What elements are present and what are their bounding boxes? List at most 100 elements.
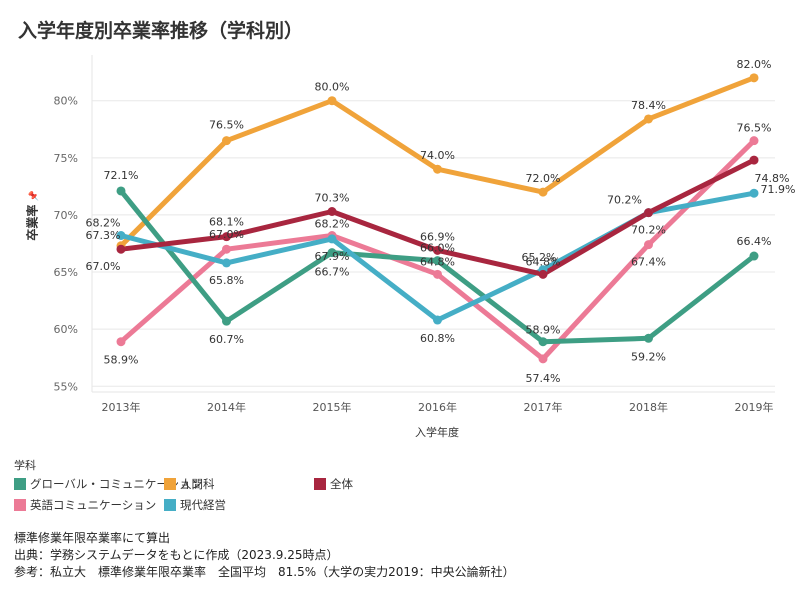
data-point xyxy=(538,187,548,197)
data-label: 70.2% xyxy=(607,194,642,207)
series-points xyxy=(116,73,759,364)
line-chart: 55%60%65%70%75%80% 2013年 2014年 2015年 2016年 2… xyxy=(54,55,796,439)
legend-item[interactable]: 全体 xyxy=(314,476,464,492)
data-point xyxy=(644,208,653,218)
data-label: 72.1% xyxy=(104,169,139,182)
y-tick-label: 65% xyxy=(54,266,78,279)
x-ticks: 2013年 2014年 2015年 2016年 2017年 2018年 2019年 xyxy=(102,400,774,414)
data-point xyxy=(433,245,442,255)
legend-item[interactable]: グローバル・コミュニケーション xyxy=(14,476,202,492)
x-tick-label: 2019年 xyxy=(735,400,774,414)
data-point xyxy=(433,256,442,266)
data-point xyxy=(222,258,231,268)
y-tick-label: 60% xyxy=(54,323,78,336)
legend-item[interactable]: 現代経営 xyxy=(164,497,314,513)
legend-swatch xyxy=(14,478,26,490)
x-tick-label: 2013年 xyxy=(102,400,141,414)
data-point xyxy=(222,244,231,254)
data-point xyxy=(749,136,759,146)
x-tick-label: 2017年 xyxy=(524,400,563,414)
note-line: 参考：私立大 標準修業年限卒業率 全国平均 81.5%（大学の実力2019：中央… xyxy=(14,565,515,579)
legend-swatch xyxy=(14,499,26,511)
data-label: 68.2% xyxy=(86,216,121,229)
data-point xyxy=(222,232,231,242)
data-label: 60.7% xyxy=(209,333,244,346)
data-label: 70.3% xyxy=(315,192,350,205)
note-line: 標準修業年限卒業率にて算出 xyxy=(14,531,171,545)
chart-title: 入学年度別卒業率推移（学科別） xyxy=(18,20,304,42)
data-point xyxy=(749,251,759,261)
data-labels: 67.3% 76.5% 80.0% 74.0% 72.0% 78.4% 82.0% 58.9%… xyxy=(86,58,796,385)
x-tick-label: 2016年 xyxy=(418,400,457,414)
data-point xyxy=(327,248,337,258)
data-point xyxy=(327,96,337,106)
data-label: 64.8% xyxy=(420,255,455,268)
y-tick-label: 70% xyxy=(54,209,78,222)
data-label: 80.0% xyxy=(315,81,350,94)
y-tick-label: 75% xyxy=(54,152,78,165)
data-point xyxy=(644,114,653,124)
data-label: 66.7% xyxy=(315,266,350,279)
data-point xyxy=(433,164,442,174)
legend-label: 現代経営 xyxy=(180,498,226,512)
legend: 学科 グローバル・コミュニケーション 人間科 全体英語コミュニケーション 現代経営 xyxy=(14,457,574,513)
data-point xyxy=(116,186,126,196)
data-label: 74.8% xyxy=(755,172,790,185)
data-point xyxy=(116,337,126,347)
data-label: 67.4% xyxy=(631,256,666,269)
data-label: 71.9% xyxy=(761,183,796,196)
data-label: 74.0% xyxy=(420,149,455,162)
legend-item[interactable]: 人間科 xyxy=(164,476,314,492)
footnotes: 標準修業年限卒業率にて算出 出典：学務システムデータをもとに作成（2023.9.… xyxy=(14,530,515,581)
y-tick-label: 55% xyxy=(54,380,78,393)
data-point xyxy=(222,316,231,326)
x-tick-label: 2015年 xyxy=(313,400,352,414)
data-label: 60.8% xyxy=(420,332,455,345)
data-label: 76.5% xyxy=(209,119,244,132)
data-label: 65.8% xyxy=(209,274,244,287)
data-label: 64.8% xyxy=(526,255,561,268)
data-label: 67.3% xyxy=(86,229,121,242)
data-point xyxy=(327,234,337,244)
data-label: 76.5% xyxy=(737,122,772,135)
x-tick-label: 2014年 xyxy=(207,400,246,414)
note-line: 出典：学務システムデータをもとに作成（2023.9.25時点） xyxy=(14,548,339,562)
data-point xyxy=(433,315,442,325)
data-point xyxy=(749,155,759,165)
data-label: 78.4% xyxy=(631,99,666,112)
legend-swatch xyxy=(164,478,176,490)
data-label: 67.9% xyxy=(315,250,350,263)
data-label: 65.2% xyxy=(522,251,557,264)
data-label: 58.9% xyxy=(104,354,139,367)
data-point xyxy=(433,269,442,279)
legend-item[interactable]: 英語コミュニケーション xyxy=(14,497,164,513)
legend-label: グローバル・コミュニケーション xyxy=(30,477,203,491)
y-ticks: 55% 60% 65% 70% 75% 80% xyxy=(54,95,78,394)
data-point xyxy=(749,73,759,83)
data-label: 57.4% xyxy=(526,372,561,385)
data-label: 68.2% xyxy=(315,217,350,230)
data-label: 59.2% xyxy=(631,350,666,363)
data-label: 67.0% xyxy=(209,228,244,241)
data-point xyxy=(644,240,653,250)
legend-swatch xyxy=(164,499,176,511)
data-label: 66.0% xyxy=(420,242,455,255)
legend-title: 学科 xyxy=(14,459,36,472)
data-label: 68.1% xyxy=(209,216,244,229)
legend-label: 全体 xyxy=(330,477,353,491)
data-point xyxy=(749,188,759,198)
data-point xyxy=(538,354,548,364)
legend-swatch xyxy=(314,478,326,490)
legend-items: グローバル・コミュニケーション 人間科 全体英語コミュニケーション 現代経営 xyxy=(14,476,574,513)
data-point xyxy=(116,244,126,254)
data-point xyxy=(116,230,126,240)
data-point xyxy=(538,337,548,347)
legend-label: 英語コミュニケーション xyxy=(30,498,157,512)
x-tick-label: 2018年 xyxy=(629,400,668,414)
legend-label: 人間科 xyxy=(180,477,215,491)
data-point xyxy=(327,207,337,217)
data-label: 70.2% xyxy=(631,224,666,237)
data-label: 72.0% xyxy=(526,172,561,185)
data-point xyxy=(644,333,653,343)
data-label: 58.9% xyxy=(526,324,561,337)
